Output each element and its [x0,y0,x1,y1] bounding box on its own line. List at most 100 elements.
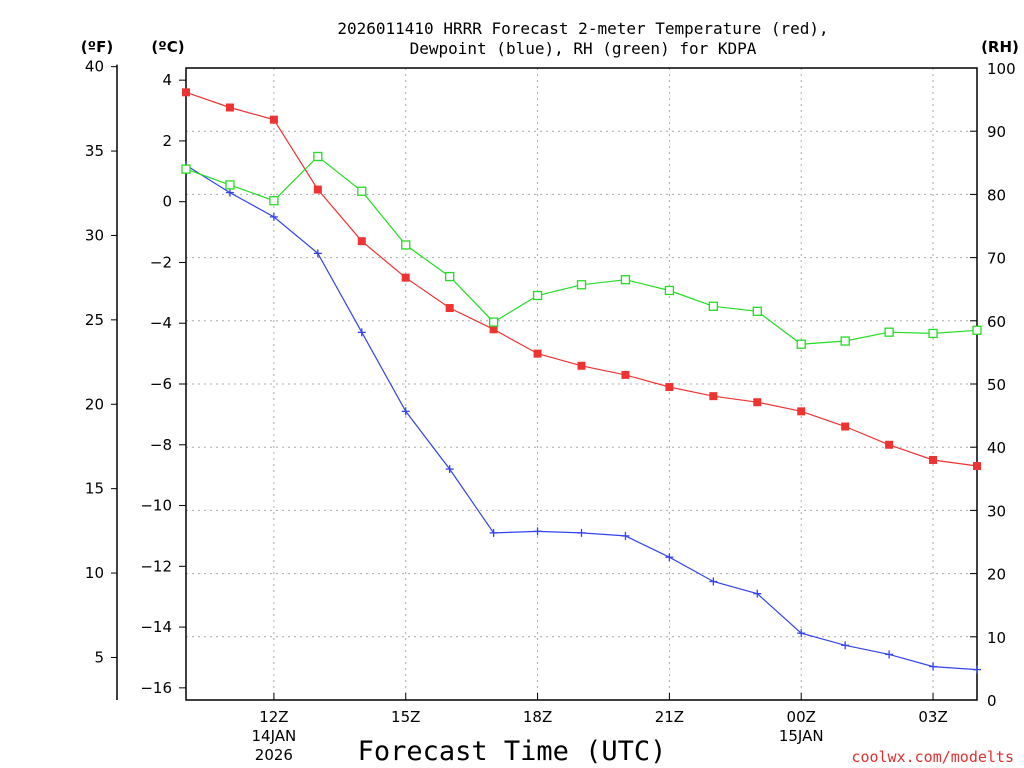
temperature-data-point [357,237,366,246]
fahrenheit-tick-label: 5 [94,648,104,666]
x-tick-label: 18Z [523,708,552,726]
dewpoint-data-point [665,553,674,562]
fahrenheit-tick-label: 15 [85,480,104,498]
rh-data-point [269,196,279,206]
rh-data-point [225,180,235,190]
celsius-tick-label: −2 [150,253,172,271]
rh-data-point [664,285,675,296]
celsius-tick-label: −10 [140,497,172,515]
dewpoint-data-point [709,577,718,586]
rh-series-line [185,155,978,345]
x-tick-label: 21Z [655,708,684,726]
celsius-unit-label: (ºC) [151,38,184,56]
rh-data-point [884,327,894,337]
temperature-data-point [225,103,234,112]
celsius-tick-label: 4 [162,71,172,89]
axes: 420−2−4−6−8−10−12−14−1640353025201510510… [85,58,1016,764]
dewpoint-series-line [185,164,978,671]
rh-data-point [401,240,411,250]
fahrenheit-tick-label: 20 [85,395,104,413]
celsius-tick-label: −12 [140,557,172,575]
dewpoint-data-point [533,527,542,536]
series-layer [181,88,982,674]
temperature-data-point [577,361,586,370]
temperature-data-point [182,88,190,97]
x-tick-date-label: 14JAN [252,727,297,745]
temperature-data-point [709,392,718,401]
rh-data-point [796,339,806,349]
credit-text: coolwx.com/modelts [851,748,1014,766]
dewpoint-data-point [621,531,630,540]
dewpoint-data-point [841,641,850,650]
rh-tick-label: 100 [987,60,1016,78]
rh-tick-label: 80 [987,186,1006,204]
chart-title-line2: Dewpoint (blue), RH (green) for KDPA [410,39,757,58]
fahrenheit-tick-label: 40 [85,58,104,76]
temperature-data-point [665,383,674,392]
rh-data-point [708,301,718,311]
temperature-data-point [753,398,762,407]
temperature-data-point [621,370,630,379]
dewpoint-data-point [445,465,454,474]
temperature-data-point [445,304,454,313]
rh-data-point [532,290,543,301]
dewpoint-data-point [929,662,938,671]
x-tick-label: 00Z [787,708,816,726]
rh-tick-label: 50 [987,376,1006,394]
fahrenheit-tick-label: 10 [85,564,104,582]
rh-data-point [576,280,587,290]
rh-tick-label: 10 [987,629,1006,647]
temperature-data-point [797,407,806,416]
rh-data-point [445,271,455,282]
fahrenheit-tick-label: 30 [85,226,104,244]
rh-tick-label: 40 [987,439,1006,457]
dewpoint-data-point [401,407,410,416]
fahrenheit-unit-label: (ºF) [81,38,113,56]
rh-data-point [181,164,191,174]
rh-tick-label: 90 [987,123,1006,141]
rh-data-point [928,328,938,339]
rh-tick-label: 0 [987,692,997,710]
temperature-data-point [841,422,850,431]
x-tick-label: 03Z [918,708,947,726]
temperature-data-point [929,455,938,464]
dewpoint-data-point [313,249,322,258]
x-axis-label: Forecast Time (UTC) [358,736,667,767]
celsius-tick-label: −14 [140,618,172,636]
rh-data-point [488,317,499,327]
dewpoint-data-point [269,212,278,221]
dewpoint-data-point [753,589,762,598]
rh-tick-label: 70 [987,250,1006,268]
celsius-tick-label: −4 [150,314,172,332]
dewpoint-data-point [357,328,366,337]
rh-data-point [620,275,631,285]
temperature-data-point [489,325,498,334]
rh-data-point [840,336,850,346]
temperature-data-point [973,462,981,471]
temperature-data-point [885,440,894,449]
x-tick-label: 12Z [259,708,288,726]
dewpoint-data-point [577,528,586,537]
gridlines [186,68,977,700]
rh-tick-label: 60 [987,313,1006,331]
rh-data-point [752,306,762,316]
dewpoint-data-point [797,629,806,638]
fahrenheit-tick-label: 25 [85,311,104,329]
celsius-tick-label: 2 [162,132,172,150]
x-tick-year-label: 2026 [255,746,293,764]
rh-data-point [972,325,982,335]
celsius-tick-label: −16 [140,679,172,697]
dewpoint-data-point [973,665,981,674]
temperature-data-point [533,349,542,358]
fahrenheit-tick-label: 35 [85,142,104,160]
rh-tick-label: 30 [987,502,1006,520]
rh-tick-label: 20 [987,566,1006,584]
rh-data-point [313,151,323,162]
celsius-tick-label: −8 [150,436,172,454]
x-tick-date-label: 15JAN [779,727,824,745]
temperature-data-point [401,273,410,282]
x-tick-label: 15Z [391,708,420,726]
dewpoint-data-point [885,650,894,659]
dewpoint-data-point [489,528,498,537]
